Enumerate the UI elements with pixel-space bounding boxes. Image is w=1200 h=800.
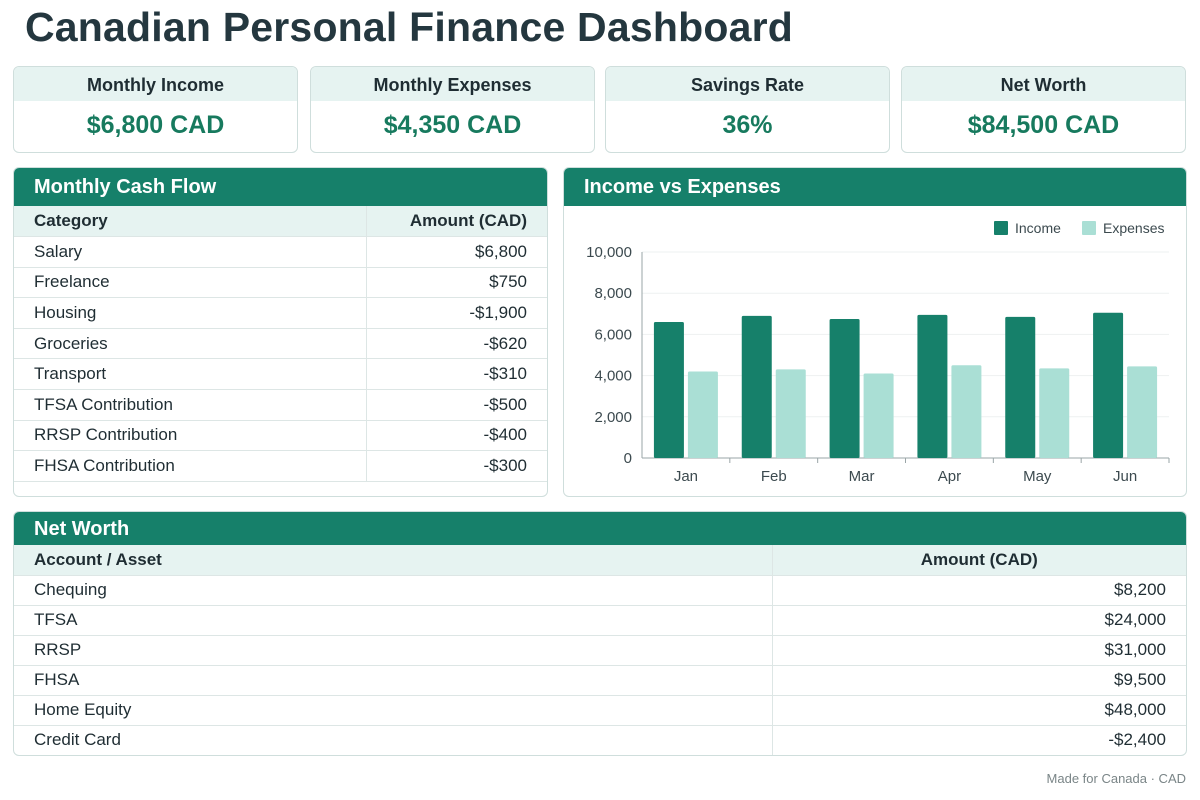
- panel-title: Net Worth: [14, 512, 1186, 545]
- amount-cell: $9,500: [772, 665, 1186, 696]
- category-cell: Groceries: [14, 328, 367, 360]
- table-row: Chequing $8,200: [14, 575, 1186, 606]
- table-row: FHSA Contribution -$300: [14, 450, 547, 482]
- income-expenses-chart: 0 2,000 4,000 6,000 8,000 10,000 Jan Feb Mar Apr M…: [586, 220, 1170, 485]
- income-bar: [917, 314, 948, 458]
- net-worth-panel: Net Worth Account / Asset Amount (CAD) C…: [13, 511, 1187, 756]
- amount-cell: -$2,400: [772, 725, 1186, 755]
- table-row: TFSA $24,000: [14, 605, 1186, 636]
- column-header-account: Account / Asset: [14, 545, 773, 576]
- amount-cell: $8,200: [772, 575, 1186, 606]
- table-row: Housing -$1,900: [14, 297, 547, 329]
- table-row: Salary $6,800: [14, 236, 547, 268]
- x-tick-label: Jan: [674, 468, 698, 485]
- kpi-card-net-worth: Net Worth $84,500 CAD: [901, 66, 1186, 153]
- table-header-row: Account / Asset Amount (CAD): [14, 545, 1186, 576]
- account-cell: FHSA: [14, 665, 773, 696]
- y-tick-label: 0: [624, 450, 632, 467]
- y-tick-label: 10,000: [586, 244, 632, 261]
- amount-cell: $6,800: [366, 236, 547, 268]
- account-cell: Home Equity: [14, 695, 773, 726]
- kpi-value: $6,800 CAD: [86, 111, 225, 139]
- kpi-label: Savings Rate: [606, 67, 889, 101]
- category-cell: Transport: [14, 358, 367, 391]
- amount-cell: -$310: [366, 358, 547, 391]
- expenses-bar: [687, 371, 718, 458]
- kpi-label: Monthly Expenses: [311, 67, 594, 101]
- y-tick-label: 4,000: [594, 368, 632, 385]
- table-row: RRSP Contribution -$400: [14, 420, 547, 452]
- income-vs-expenses-panel: Income vs Expenses 0 2,000 4,000 6,000 8,000…: [563, 167, 1187, 497]
- category-cell: FHSA Contribution: [14, 450, 367, 482]
- account-cell: TFSA: [14, 605, 773, 636]
- x-tick-label: May: [1023, 468, 1052, 485]
- amount-cell: -$300: [366, 450, 547, 482]
- table-row: Groceries -$620: [14, 328, 547, 360]
- amount-cell: -$400: [366, 420, 547, 452]
- cash-flow-table: Category Amount (CAD) Salary $6,800 Freel…: [14, 206, 547, 482]
- table-header-row: Category Amount (CAD): [14, 206, 547, 238]
- y-tick-label: 6,000: [594, 326, 632, 343]
- net-worth-table: Account / Asset Amount (CAD) Chequing $8,…: [14, 545, 1186, 755]
- income-bar: [829, 318, 860, 458]
- kpi-card-monthly-expenses: Monthly Expenses $4,350 CAD: [310, 66, 595, 153]
- x-tick-label: Mar: [849, 468, 875, 485]
- table-row: RRSP $31,000: [14, 635, 1186, 666]
- amount-cell: $31,000: [772, 635, 1186, 666]
- amount-cell: -$1,900: [366, 297, 547, 329]
- x-tick-label: Apr: [938, 468, 961, 485]
- table-row: FHSA $9,500: [14, 665, 1186, 696]
- panel-title: Monthly Cash Flow: [14, 168, 547, 206]
- cash-flow-panel: Monthly Cash Flow Category Amount (CAD) …: [13, 167, 548, 497]
- kpi-value: 36%: [722, 111, 773, 139]
- amount-cell: -$500: [366, 389, 547, 421]
- amount-cell: $48,000: [772, 695, 1186, 726]
- expenses-bar: [1127, 366, 1158, 458]
- account-cell: RRSP: [14, 635, 773, 666]
- table-row: Freelance $750: [14, 267, 547, 299]
- amount-cell: $750: [366, 267, 547, 299]
- y-tick-label: 2,000: [594, 409, 632, 426]
- table-row: TFSA Contribution -$500: [14, 389, 547, 421]
- panel-title: Income vs Expenses: [564, 168, 1186, 206]
- kpi-card-savings-rate: Savings Rate 36%: [605, 66, 890, 153]
- category-cell: Housing: [14, 297, 367, 329]
- category-cell: RRSP Contribution: [14, 420, 367, 452]
- expenses-bar: [1039, 368, 1070, 458]
- table-row: Home Equity $48,000: [14, 695, 1186, 726]
- kpi-label: Net Worth: [902, 67, 1185, 101]
- y-tick-label: 8,000: [594, 285, 632, 302]
- category-cell: TFSA Contribution: [14, 389, 367, 421]
- x-tick-label: Jun: [1113, 468, 1137, 485]
- kpi-value: $84,500 CAD: [967, 111, 1120, 139]
- page-title: Canadian Personal Finance Dashboard: [25, 4, 793, 50]
- kpi-label: Monthly Income: [14, 67, 297, 101]
- income-legend-swatch: [994, 221, 1008, 235]
- footer-note: Made for Canada · CAD: [1046, 771, 1186, 786]
- kpi-value: $4,350 CAD: [383, 111, 522, 139]
- income-bar: [741, 315, 772, 458]
- expenses-bar: [951, 365, 982, 458]
- amount-cell: -$620: [366, 328, 547, 360]
- expenses-legend-label: Expenses: [1103, 220, 1164, 236]
- category-cell: Freelance: [14, 267, 367, 299]
- column-header-amount: Amount (CAD): [366, 206, 547, 238]
- account-cell: Credit Card: [14, 725, 773, 755]
- account-cell: Chequing: [14, 575, 773, 606]
- column-header-amount: Amount (CAD): [772, 545, 1186, 576]
- table-row: Transport -$310: [14, 358, 547, 391]
- income-legend-label: Income: [1015, 220, 1061, 236]
- category-cell: Salary: [14, 236, 367, 268]
- column-header-category: Category: [14, 206, 367, 238]
- expenses-bar: [863, 373, 894, 458]
- kpi-card-monthly-income: Monthly Income $6,800 CAD: [13, 66, 298, 153]
- expenses-bar: [775, 369, 806, 458]
- income-bar: [653, 322, 684, 458]
- amount-cell: $24,000: [772, 605, 1186, 636]
- expenses-legend-swatch: [1082, 221, 1096, 235]
- x-tick-label: Feb: [761, 468, 787, 485]
- income-bar: [1005, 316, 1036, 458]
- income-bar: [1093, 312, 1124, 458]
- table-row: Credit Card -$2,400: [14, 725, 1186, 755]
